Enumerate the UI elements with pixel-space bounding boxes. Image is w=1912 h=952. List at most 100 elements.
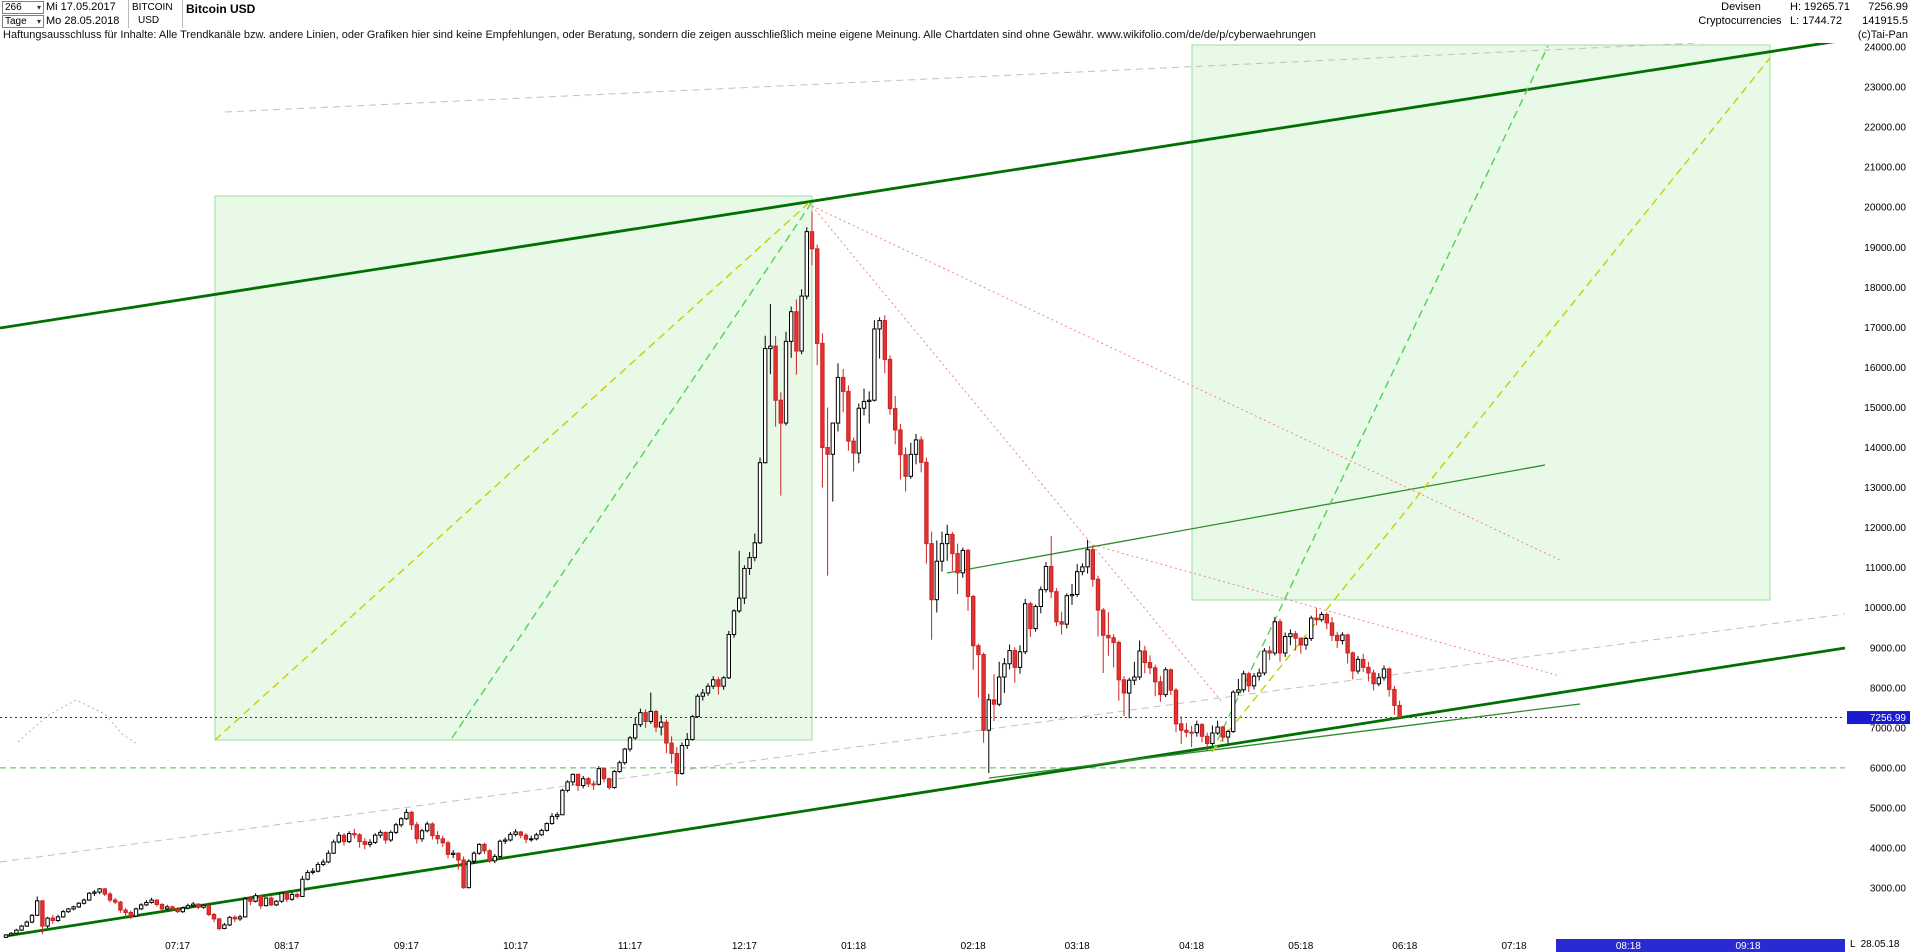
candle-body [565, 781, 570, 791]
high-value: H: 19265.71 [1790, 1, 1850, 13]
candle-body [170, 906, 175, 910]
chart-title: Bitcoin USD [186, 2, 256, 16]
candle-body [243, 898, 248, 918]
green-fan-right [1211, 45, 1549, 753]
candle-body [102, 888, 107, 895]
candle-body [700, 692, 705, 697]
candle-body [1288, 633, 1293, 638]
candle-body [175, 908, 180, 913]
candle-body [1319, 614, 1324, 621]
candle-body [1090, 549, 1095, 580]
candle-body [1387, 668, 1392, 690]
price-axis-label: 12000.00 [1864, 523, 1906, 534]
candle-body [1069, 593, 1075, 597]
candle-body [248, 898, 253, 902]
candle-body [232, 916, 238, 920]
candle-body [1132, 676, 1137, 681]
right-projection-box [1191, 44, 1771, 601]
candle-body [180, 907, 186, 913]
candle-body [378, 831, 383, 836]
month-label: 07:18 [1501, 941, 1526, 952]
candle-body [1371, 672, 1376, 685]
mid-resistance-line [946, 464, 1546, 574]
month-label: 09:18 [1735, 941, 1760, 952]
candle-body [1173, 689, 1179, 725]
month-label: 12:17 [732, 941, 757, 952]
candle-body [61, 911, 66, 918]
candle-body [1262, 650, 1267, 674]
disclaimer-text: Haftungsausschluss für Inhalte: Alle Tre… [3, 29, 1316, 41]
candle-body [497, 840, 503, 857]
candle-body [685, 738, 690, 746]
candle-body [534, 834, 539, 840]
candle-body [139, 904, 144, 910]
candle-body [981, 654, 986, 731]
date-end-label: Mo 28.05.2018 [46, 15, 120, 27]
candle-body [586, 778, 591, 785]
candle-body [1366, 666, 1371, 674]
price-axis-label: 6000.00 [1870, 763, 1907, 774]
red-resistance-a [811, 205, 1223, 703]
candle-body [513, 831, 518, 835]
candle-body [1184, 729, 1189, 733]
candle-body [201, 904, 206, 908]
candle-body [414, 824, 420, 840]
candle-body [55, 916, 61, 921]
candle-body [19, 925, 24, 931]
candle-body [71, 906, 76, 910]
candle-body [300, 878, 305, 897]
candle-body [1376, 677, 1381, 685]
segment-sub-label: Cryptocurrencies [1698, 15, 1782, 27]
candle-body [731, 610, 737, 636]
candle-body [1121, 679, 1127, 694]
candle-body [1241, 673, 1246, 691]
candle-body [737, 597, 742, 612]
candles-layer [3, 211, 1402, 939]
candle-body [404, 811, 409, 820]
candle-body [14, 929, 19, 934]
sketch-zigzag [17, 699, 138, 745]
timeframe-value: Tage [5, 16, 27, 27]
bar-count-dropdown[interactable]: 266 ▾ [2, 1, 44, 14]
candle-body [492, 855, 498, 862]
lower-channel-line [5, 646, 1846, 938]
month-label: 03:18 [1065, 941, 1090, 952]
candle-body [1153, 667, 1158, 683]
candle-body [1350, 652, 1355, 672]
candle-body [549, 815, 555, 825]
candle-body [1017, 651, 1023, 668]
candle-body [711, 679, 716, 687]
candle-body [1059, 621, 1064, 625]
candle-body [679, 744, 685, 775]
candle-body [903, 454, 908, 477]
candle-body [279, 892, 284, 902]
yellow-fan-left [214, 199, 813, 741]
candle-body [3, 934, 9, 938]
candle-body [154, 899, 160, 905]
candle-body [123, 909, 128, 913]
price-axis-label: 22000.00 [1864, 123, 1906, 134]
disclaimer-bar: Haftungsausschluss für Inhalte: Alle Tre… [0, 28, 1912, 43]
candle-body [622, 748, 627, 764]
candle-body [929, 543, 934, 601]
mid-support-line [988, 703, 1581, 779]
candle-body [1106, 634, 1111, 639]
price-axis-label: 17000.00 [1864, 323, 1906, 334]
candle-body [794, 311, 799, 352]
timeframe-dropdown[interactable]: Tage ▾ [2, 15, 44, 28]
candle-body [1215, 726, 1220, 734]
yellow-fan-right [1211, 57, 1771, 753]
price-axis-label: 4000.00 [1870, 844, 1907, 855]
candle-body [633, 724, 638, 739]
candle-body [986, 699, 991, 731]
candle-body [1116, 642, 1121, 681]
candle-body [445, 842, 451, 855]
candle-body [87, 892, 92, 901]
candle-body [716, 679, 721, 687]
month-label: 11:17 [618, 941, 643, 952]
candle-body [1335, 634, 1340, 642]
candle-body [752, 542, 757, 559]
candle-body [128, 911, 134, 917]
candle-body [742, 567, 747, 599]
